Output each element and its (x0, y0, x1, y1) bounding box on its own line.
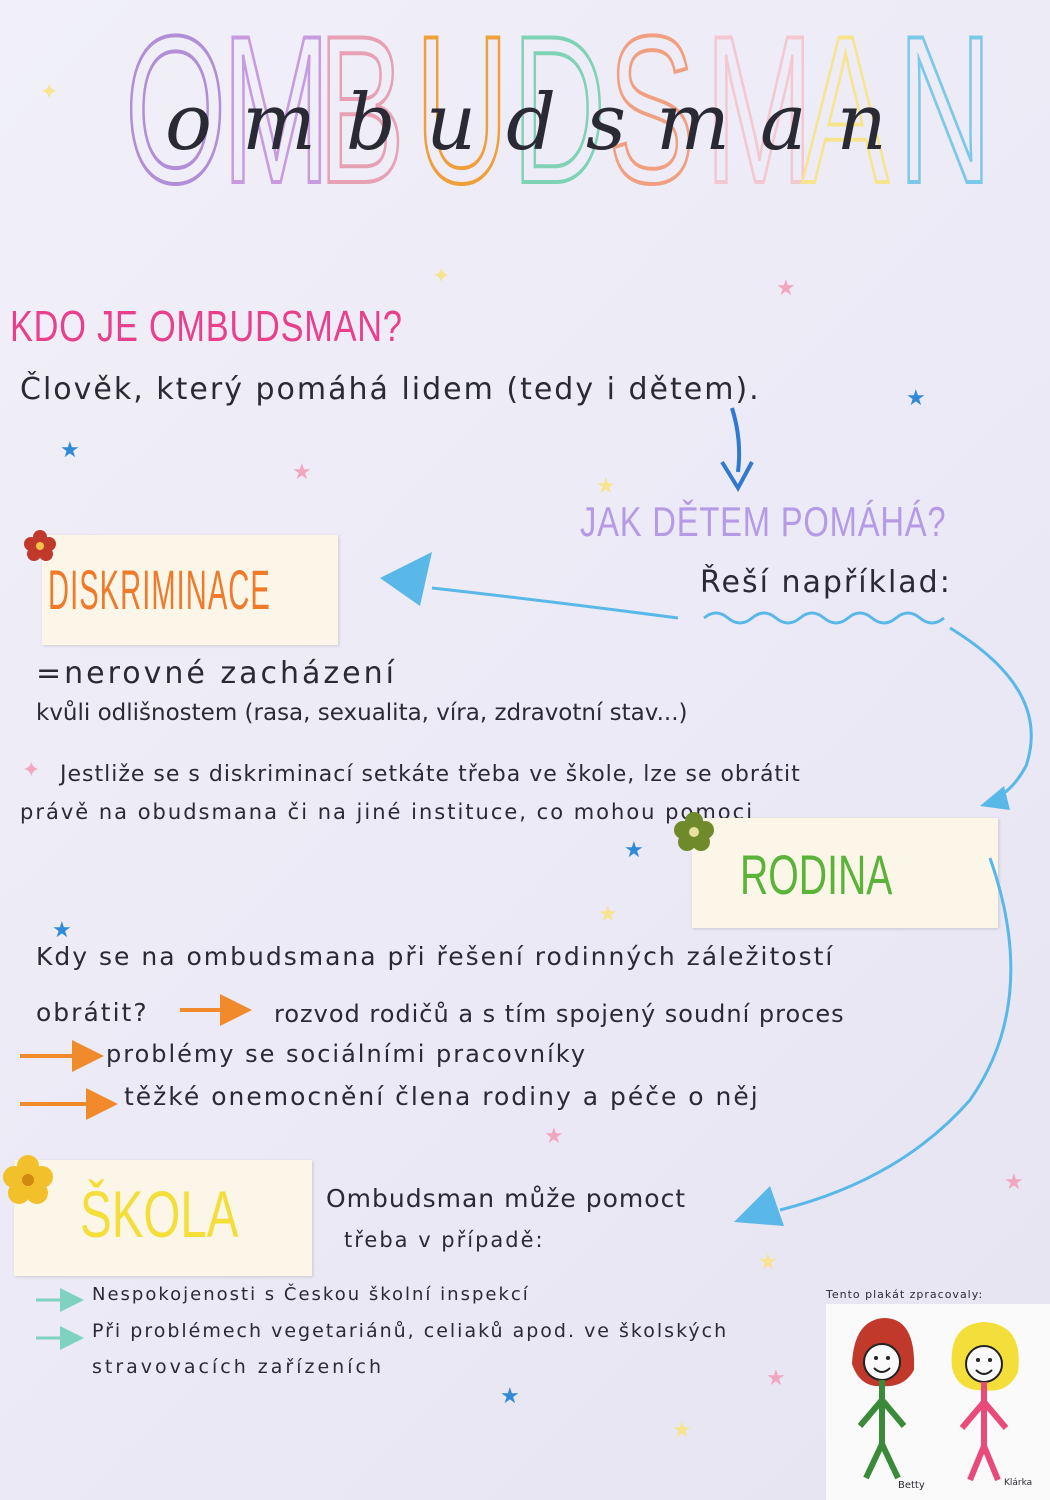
title-letter: O (124, 0, 228, 227)
poster-title-cursive: ombudsman (165, 78, 917, 168)
rodina-item-1: rozvod rodičů a s tím spojený soudní pro… (274, 1000, 845, 1028)
skola-item-1: Nespokojenosti s Českou školní inspekcí (92, 1284, 530, 1305)
title-letter: B (317, 0, 406, 227)
star-decoration: ✦ (432, 264, 451, 289)
skola-label: ŠKOLA (80, 1177, 239, 1251)
rodina-item-3: těžké onemocnění člena rodiny a péče o n… (124, 1082, 760, 1111)
arrow-to-diskriminace (431, 586, 679, 620)
stick-figure-betty-icon (852, 1318, 915, 1480)
kdo-heading: KDO JE OMBUDSMAN? (10, 302, 403, 351)
title-letter: M (704, 0, 815, 227)
diskriminace-label-box: DISKRIMINACE (42, 535, 338, 645)
red-flower-icon (24, 530, 56, 561)
arrow-head-skola-icon (734, 1186, 784, 1226)
star-decoration: ★ (52, 918, 72, 943)
jak-heading: JAK DĚTEM POMÁHÁ? (580, 498, 947, 545)
title-letter: A (801, 0, 890, 227)
rodina-item-2: problémy se sociálními pracovníky (106, 1040, 588, 1068)
kdo-text: Člověk, který pomáhá lidem (tedy i dětem… (20, 372, 761, 407)
star-decoration: ★ (1004, 1170, 1024, 1195)
title-letter: M (221, 0, 332, 227)
credits-author-2: Klárka (1004, 1478, 1033, 1488)
star-decoration: ★ (500, 1384, 520, 1409)
star-decoration: ✦ (40, 80, 59, 105)
star-decoration: ★ (544, 1124, 564, 1149)
diskriminace-label: DISKRIMINACE (48, 558, 271, 621)
rodina-question-line2: obrátit? (36, 998, 149, 1027)
title-letter: U (414, 0, 511, 227)
diskriminace-reasons: kvůli odlišnostem (rasa, sexualita, víra… (36, 700, 688, 726)
credits-author-1: Betty (898, 1480, 925, 1491)
star-decoration: ★ (292, 460, 312, 485)
title-letter: S (607, 0, 696, 227)
yellow-flower-icon (3, 1155, 53, 1204)
skola-intro-line1: Ombudsman může pomoct (326, 1184, 687, 1213)
star-decoration: ✦ (22, 758, 41, 783)
jak-subheading: Řeší například: (700, 565, 952, 600)
diskriminace-paragraph-line1: Jestliže se s diskriminací setkáte třeba… (60, 762, 801, 787)
star-decoration: ★ (624, 838, 644, 863)
arrow-to-skola (779, 857, 1013, 1212)
star-decoration: ★ (766, 1366, 786, 1391)
down-arrow-head-icon (720, 460, 754, 493)
rodina-label: RODINA (740, 843, 893, 906)
skola-item-2-line1: Při problémech vegetariánů, celiaků apod… (92, 1320, 729, 1342)
rodina-question-line1: Kdy se na ombudsmana při řešení rodinnýc… (36, 942, 835, 971)
star-decoration: ★ (596, 474, 616, 499)
wavy-underline (703, 611, 945, 625)
green-flower-icon (674, 812, 714, 851)
arrow-head-diskriminace-icon (380, 552, 432, 606)
title-letter: D (511, 0, 608, 227)
skola-intro-line2: třeba v případě: (344, 1228, 545, 1252)
star-decoration: ★ (906, 386, 926, 411)
skola-item-2-line2: stravovacích zařízeních (92, 1356, 384, 1378)
skola-label-box: ŠKOLA (14, 1160, 312, 1276)
star-decoration: ★ (598, 902, 618, 927)
arrow-to-rodina (949, 626, 1033, 802)
title-letter: N (897, 0, 994, 227)
credits-heading: Tento plakát zpracovaly: (826, 1288, 984, 1301)
stick-figure-klarka-icon (951, 1322, 1019, 1482)
down-arrow-icon (730, 407, 742, 473)
star-decoration: ★ (776, 276, 796, 301)
diskriminace-definition: =nerovné zacházení (36, 656, 397, 691)
star-decoration: ★ (60, 438, 80, 463)
rodina-label-box: RODINA (692, 818, 998, 928)
star-decoration: ★ (758, 1250, 778, 1275)
diskriminace-paragraph-line2: právě na obudsmana či na jiné instituce,… (20, 800, 755, 824)
star-decoration: ★ (672, 1418, 692, 1443)
arrow-head-rodina-icon (980, 786, 1010, 810)
